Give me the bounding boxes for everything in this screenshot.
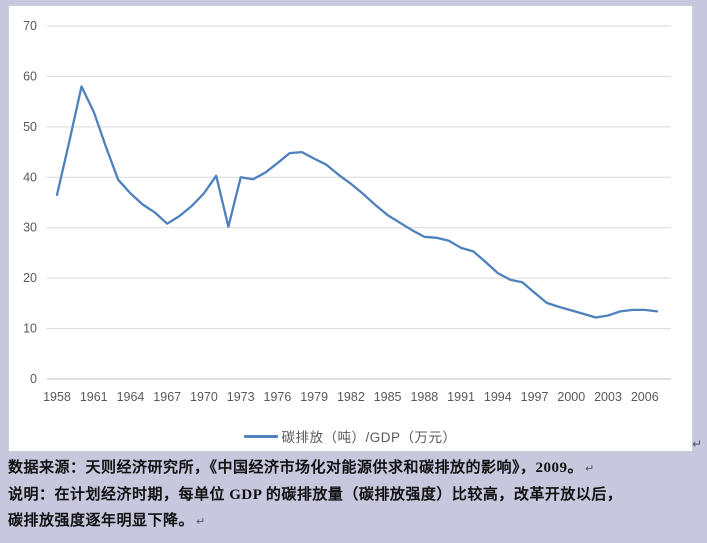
- note-line-1: 说明：在计划经济时期，每单位 GDP 的碳排放量（碳排放强度）比较高，改革开放以…: [8, 482, 703, 508]
- data-source-line: 数据来源：天则经济研究所，《中国经济市场化对能源供求和碳排放的影响》，2009。…: [8, 455, 703, 482]
- x-axis-tick-label: 1994: [484, 390, 512, 404]
- note-text-1: 说明：在计划经济时期，每单位 GDP 的碳排放量（碳排放强度）比较高，改革开放以…: [8, 487, 623, 503]
- paragraph-return-icon: ↵: [692, 437, 703, 451]
- x-axis-tick-label: 2000: [557, 390, 585, 404]
- y-axis-tick-label: 20: [23, 271, 37, 285]
- x-axis-tick-label: 1985: [374, 390, 402, 404]
- carbon-intensity-series-line: [55, 85, 659, 319]
- x-axis-tick-label: 1970: [190, 390, 218, 404]
- x-axis-tick-label: 1982: [337, 390, 365, 404]
- note-line-2: 碳排放强度逐年明显下降。 ↵: [8, 508, 703, 535]
- y-axis-tick-label: 60: [23, 69, 37, 83]
- paragraph-return-icon: ↵: [585, 462, 595, 475]
- x-axis-tick-label: 1976: [264, 390, 292, 404]
- x-axis-tick-label: 1979: [300, 390, 328, 404]
- chart-legend: 碳排放（吨）/GDP（万元）: [9, 426, 692, 446]
- legend-label: 碳排放（吨）/GDP（万元）: [281, 430, 457, 445]
- x-axis-tick-label: 1973: [227, 390, 255, 404]
- y-axis-tick-label: 70: [23, 19, 37, 33]
- x-axis-tick-label: 1964: [117, 390, 145, 404]
- chart-panel: 0 10 20 30 40 50 60 70 1958 1961 1964 1967 1970 1973 1…: [8, 5, 693, 452]
- line-chart: 0 10 20 30 40 50 60 70 1958 1961 1964 1967 1970 1973 1…: [23, 19, 671, 404]
- x-axis-tick-label: 1997: [521, 390, 549, 404]
- y-axis-tick-label: 50: [23, 120, 37, 134]
- x-axis-tick-label: 1967: [153, 390, 181, 404]
- y-axis-tick-label: 10: [23, 322, 37, 336]
- note-text-2: 碳排放强度逐年明显下降。: [8, 513, 195, 529]
- x-axis-tick-label: 1958: [43, 390, 71, 404]
- data-source-text: 数据来源：天则经济研究所，《中国经济市场化对能源供求和碳排放的影响》，2009。: [8, 460, 584, 476]
- x-axis-tick-label: 1991: [447, 390, 475, 404]
- paragraph-return-icon: ↵: [196, 515, 206, 528]
- legend-line-swatch: [244, 434, 279, 438]
- y-axis-tick-label: 30: [23, 221, 37, 235]
- y-axis-tick-label: 0: [30, 372, 37, 386]
- footer-notes: 数据来源：天则经济研究所，《中国经济市场化对能源供求和碳排放的影响》，2009。…: [8, 455, 703, 535]
- x-axis-tick-label: 2003: [594, 390, 622, 404]
- x-axis-tick-label: 2006: [631, 390, 659, 404]
- x-axis-tick-label: 1988: [410, 390, 438, 404]
- x-axis-tick-label: 1961: [80, 390, 108, 404]
- y-axis-tick-label: 40: [23, 170, 37, 184]
